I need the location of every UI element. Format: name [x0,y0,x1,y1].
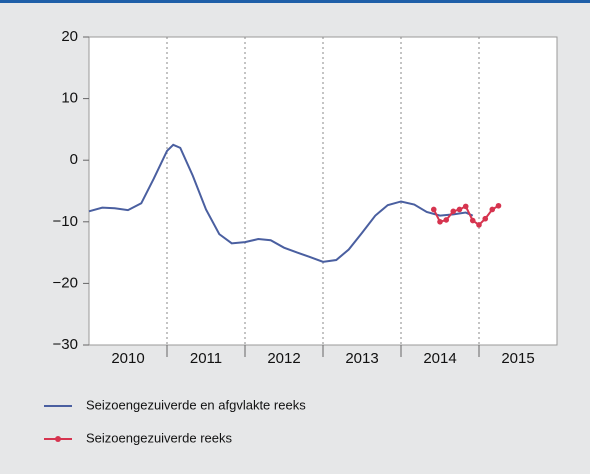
point [430,206,437,213]
x-tick-label: 2015 [501,350,534,367]
legend-label: Seizoengezuiverde reeks [86,430,232,445]
point [489,206,496,213]
point [437,219,443,225]
y-tick-label: −30 [53,336,78,353]
point [476,222,482,228]
point [462,203,469,210]
point [456,206,463,213]
y-tick-label: −10 [53,213,78,230]
y-tick-label: 0 [70,151,78,168]
point [495,202,502,209]
legend-marker [55,436,61,442]
series-line [88,143,474,263]
x-tick-label: 2012 [267,350,300,367]
y-tick-label: −20 [53,274,78,291]
x-tick-label: 2014 [423,350,456,367]
legend-label: Seizoengezuiverde en afgvlakte reeks [86,397,306,412]
x-tick-label: 2010 [111,350,144,367]
x-tick-label: 2011 [190,350,222,367]
y-tick-label: 20 [61,28,78,45]
point [443,217,450,223]
point [482,215,489,222]
y-tick-label: 10 [61,90,78,107]
point [469,217,476,224]
top-border [0,0,590,3]
point [450,208,457,215]
x-tick-label: 2013 [345,350,378,367]
